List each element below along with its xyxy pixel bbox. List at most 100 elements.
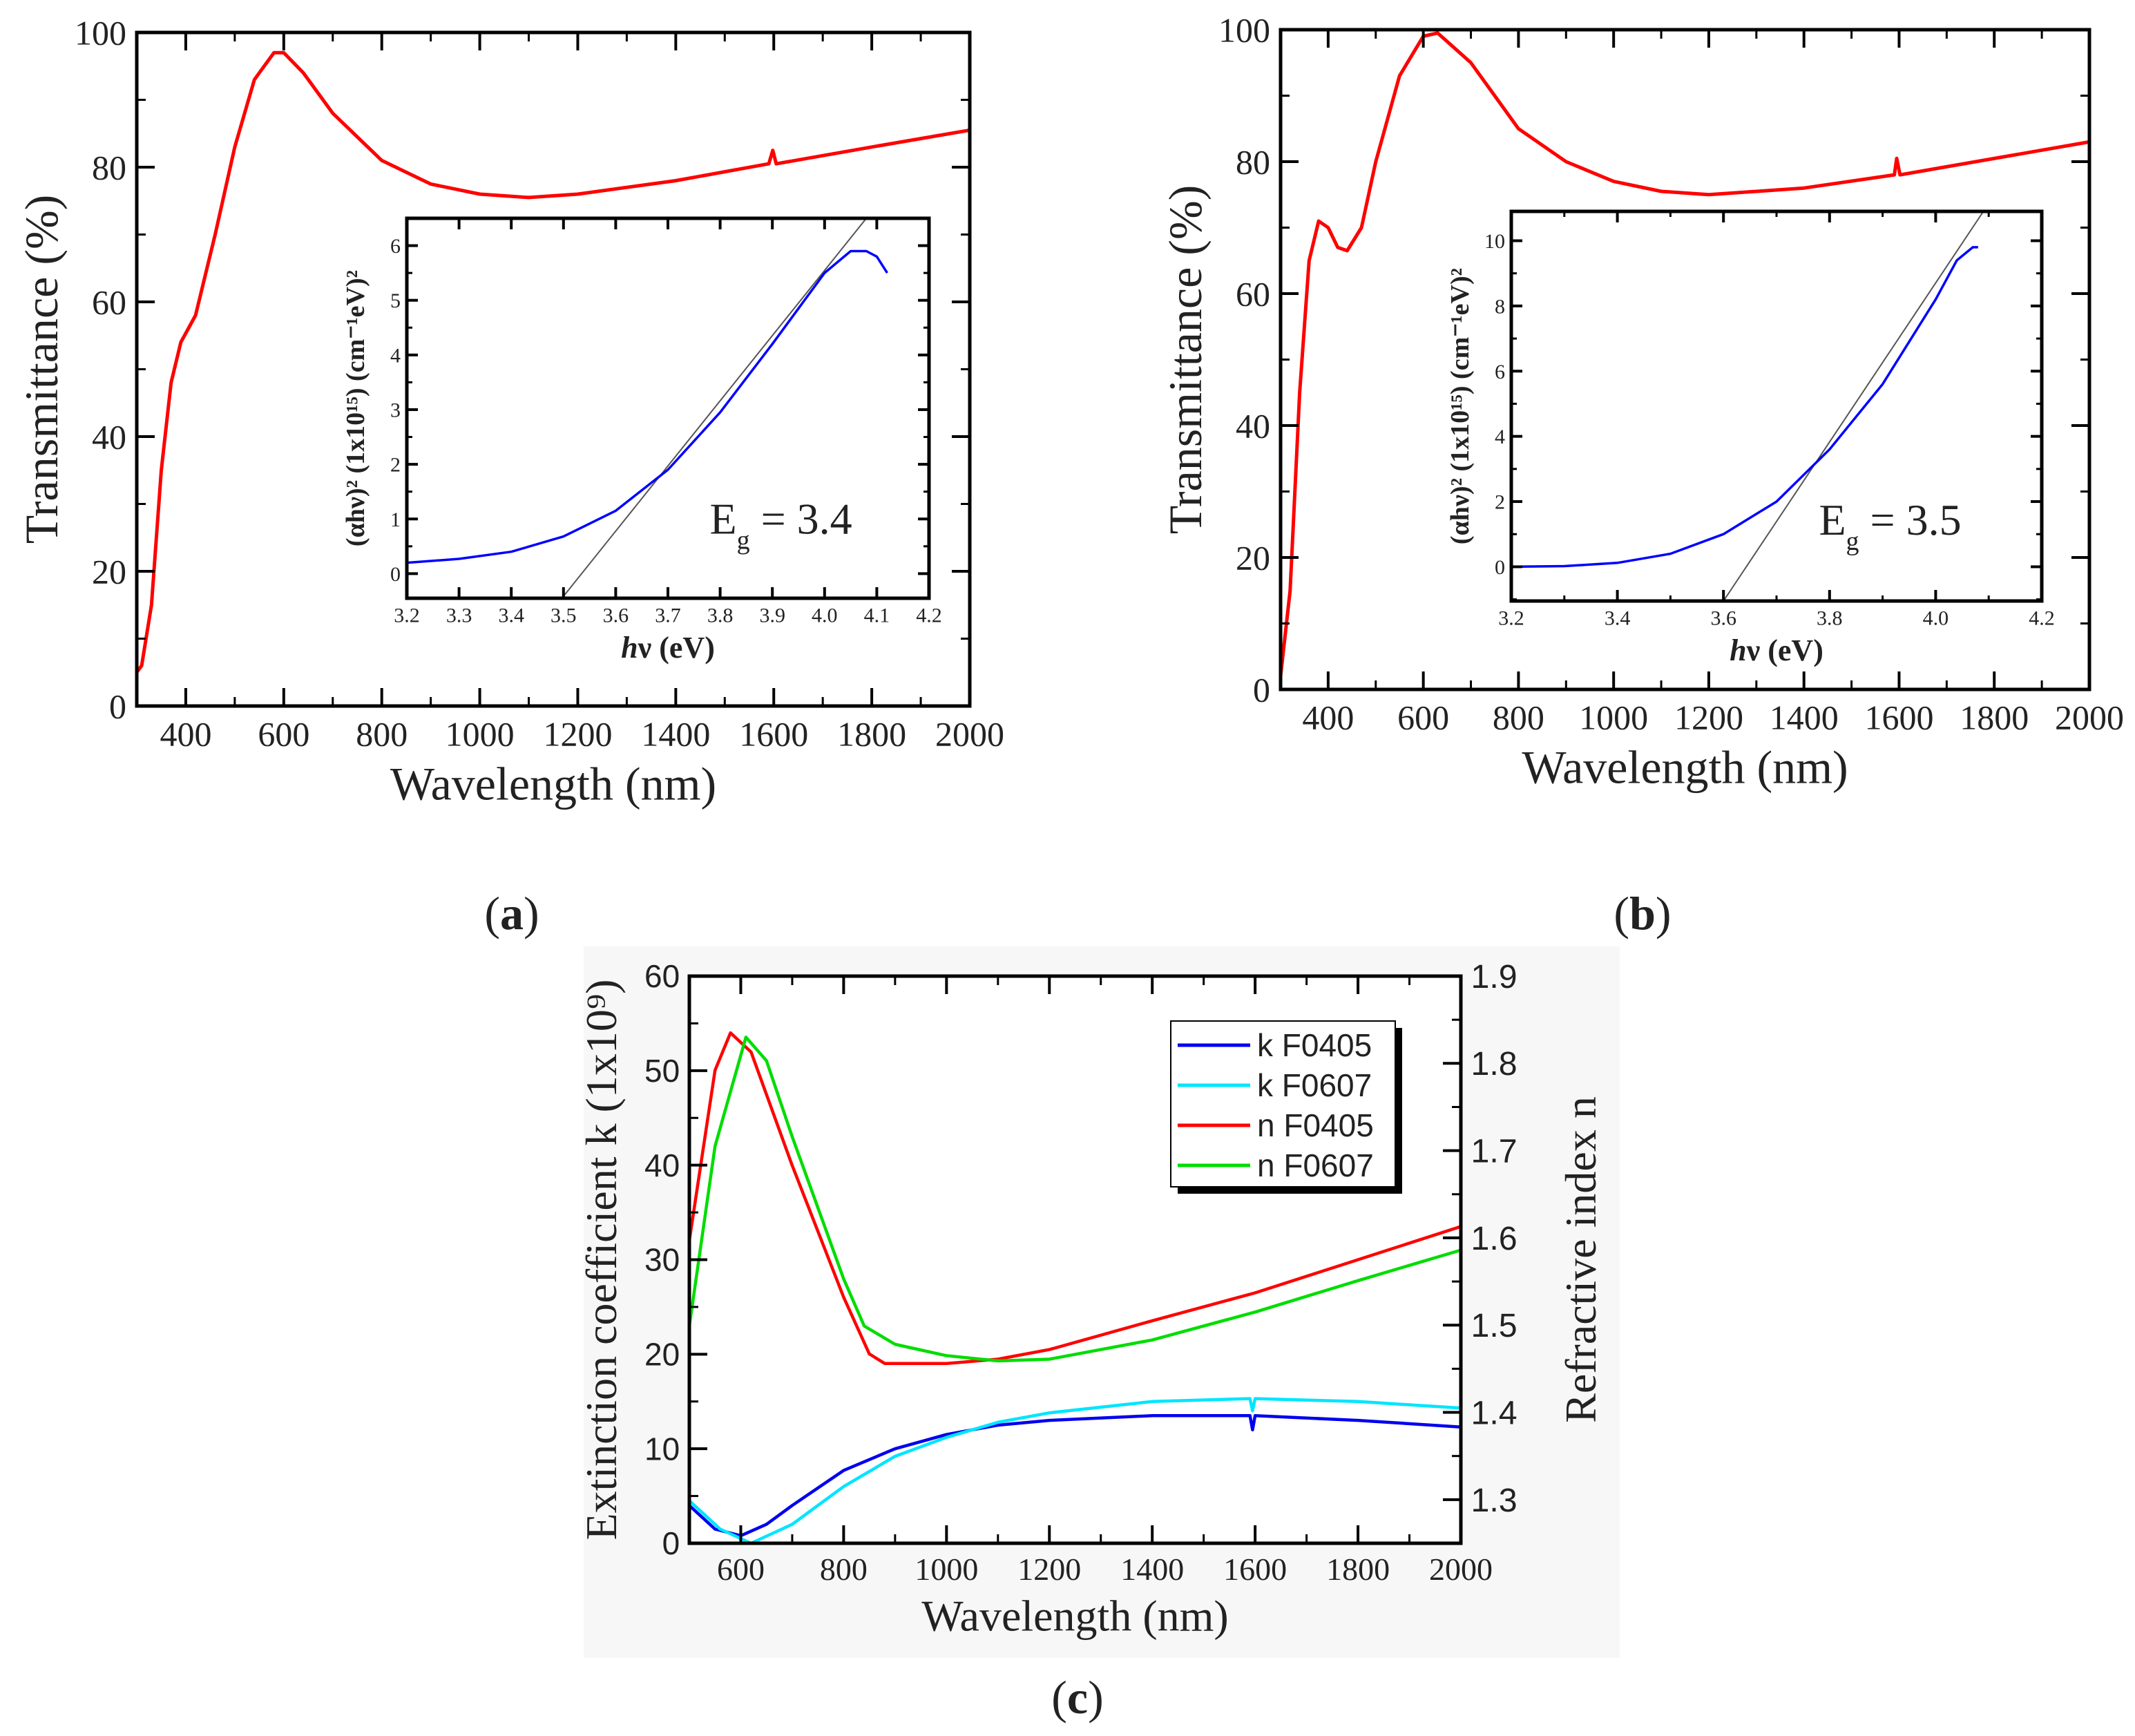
left-y-tick-label: 100 — [1218, 11, 1270, 50]
left-y-tick-label: 40 — [1236, 407, 1270, 446]
x-axis-title: Wavelength (nm) — [390, 758, 716, 810]
right-y-tick-label: 1.4 — [1471, 1394, 1517, 1431]
x-tick-label: 1000 — [446, 715, 515, 754]
left-y-tick-label: 30 — [644, 1242, 680, 1278]
left-y-tick-label: 0 — [1495, 556, 1505, 579]
left-y-tick-label: 60 — [92, 283, 126, 322]
right-y-tick-label: 1.7 — [1471, 1133, 1517, 1170]
left-y-tick-label: 1 — [390, 508, 401, 531]
x-tick-label: 2000 — [1429, 1552, 1493, 1587]
x-tick-label: 3.4 — [498, 604, 524, 627]
x-tick-label: 1000 — [915, 1552, 978, 1587]
x-tick-label: 4.1 — [864, 604, 890, 627]
left-y-tick-label: 10 — [1484, 230, 1505, 253]
inset-x-title-rest: ν (eV) — [638, 631, 715, 665]
legend-label: n F0607 — [1257, 1147, 1374, 1183]
left-y-tick-label: 5 — [390, 289, 401, 312]
left-y-tick-label: 100 — [75, 14, 126, 53]
x-tick-label: 3.8 — [1817, 607, 1843, 630]
inset-plot-area — [407, 218, 929, 598]
x-tick-label: 1400 — [1120, 1552, 1184, 1587]
x-tick-label: 3.7 — [655, 604, 681, 627]
series-line-n-f0405 — [687, 1031, 1462, 1366]
left-y-tick-label: 0 — [662, 1525, 680, 1561]
left-y-tick-label: 20 — [644, 1336, 680, 1372]
inset-x-title-h: h — [1730, 633, 1746, 667]
right-y-tick-label: 1.8 — [1471, 1045, 1517, 1082]
panel-letter: a — [500, 887, 524, 939]
left-y-tick-label: 50 — [644, 1053, 680, 1089]
x-tick-label: 600 — [717, 1552, 765, 1587]
left-y-tick-label: 20 — [92, 553, 126, 591]
inset-x-axis-title: hν (eV) — [1730, 633, 1823, 667]
left-y-tick-label: 60 — [1236, 275, 1270, 314]
panel-label-a: (a) — [484, 887, 539, 939]
tauc-curve — [406, 249, 888, 564]
right-y-tick-label: 1.9 — [1471, 958, 1517, 995]
x-tick-label: 1200 — [543, 715, 612, 754]
inset-chart: 3.2 3.3 3.4 3.5 3.6 3.7 3.8 3.9 4.0 4.1 4.2 0 1 2 3 4 5 6… — [341, 216, 942, 665]
x-axis-title: Wavelength (nm) — [1522, 741, 1848, 794]
x-axis-title: Wavelength (nm) — [921, 1592, 1228, 1641]
inset-plot-area — [1511, 211, 2042, 601]
series-line-n-f0607 — [687, 1036, 1462, 1363]
left-y-tick-label: 6 — [390, 235, 401, 258]
left-y-tick-label: 0 — [390, 563, 401, 586]
left-y-tick-label: 40 — [644, 1147, 680, 1183]
x-tick-label: 3.4 — [1605, 607, 1631, 630]
legend-box — [1170, 1020, 1396, 1187]
chart-panel-a: 400 600 800 1000 1200 1400 1600 1800 20000204060… — [15, 14, 1004, 940]
x-tick-label: 1600 — [1864, 698, 1933, 737]
right-y-axis-title: Refractive index n — [1556, 1096, 1605, 1423]
series-line-k-f0607 — [688, 1397, 1462, 1545]
left-y-tick-label: 4 — [1495, 426, 1505, 448]
x-tick-label: 3.9 — [759, 604, 785, 627]
band-gap-subscript: g — [737, 526, 750, 555]
x-tick-label: 600 — [258, 715, 309, 754]
x-tick-label: 1200 — [1017, 1552, 1081, 1587]
inset-x-title-h: h — [621, 631, 638, 665]
panel-letter: b — [1629, 887, 1656, 939]
panel-label-c: (c) — [1051, 1671, 1104, 1724]
x-tick-label: 1400 — [1770, 698, 1839, 737]
left-y-tick-label: 3 — [390, 399, 401, 421]
x-tick-label: 1600 — [1223, 1552, 1287, 1587]
left-y-tick-label: 80 — [92, 149, 126, 187]
inset-y-axis-title: (αhν)² (1x10¹⁵) (cm⁻¹eV)² — [341, 270, 370, 546]
x-tick-label: 3.3 — [446, 604, 472, 627]
band-gap-label: Eg = 3.4 — [709, 495, 852, 555]
y-axis-title: Transmittance (%) — [1159, 185, 1212, 534]
x-tick-label: 800 — [1493, 698, 1544, 737]
inset-x-axis-title: hν (eV) — [621, 631, 715, 665]
tauc-fit-line — [1723, 211, 1984, 602]
band-gap-label: Eg = 3.5 — [1819, 495, 1961, 556]
x-tick-label: 3.6 — [1710, 607, 1736, 630]
left-y-tick-label: 10 — [644, 1431, 680, 1467]
tauc-fit-line — [561, 218, 868, 599]
panel-label-b: (b) — [1614, 887, 1671, 939]
x-tick-label: 1400 — [641, 715, 710, 754]
x-tick-label: 3.2 — [394, 604, 420, 627]
left-y-tick-label: 40 — [92, 418, 126, 457]
x-tick-label: 3.6 — [603, 604, 629, 627]
band-gap-symbol: E — [1819, 495, 1846, 544]
inset-y-axis-title: (αhν)² (1x10¹⁵) (cm⁻¹eV)² — [1446, 268, 1475, 544]
x-tick-label: 600 — [1397, 698, 1449, 737]
right-y-tick-label: 1.6 — [1471, 1220, 1517, 1257]
right-y-tick-label: 1.5 — [1471, 1307, 1517, 1344]
legend-label: k F0607 — [1257, 1067, 1372, 1103]
band-gap-value: = 3.4 — [750, 495, 852, 544]
chart-panel-b: 400 600 800 1000 1200 1400 1600 1800 20000204060… — [1159, 11, 2124, 940]
y-axis-title: Extinction coefficient k (1x10⁹) — [577, 980, 626, 1541]
left-y-tick-label: 6 — [1495, 361, 1505, 383]
legend: k F0405 k F0607 n F0405 n F0607 — [1170, 1020, 1402, 1194]
inset-chart: 3.2 3.4 3.6 3.8 4.0 4.2 0 2 4 6 8 10 hν (eV) (αhν)² (… — [1446, 209, 2055, 667]
left-y-tick-label: 60 — [644, 958, 680, 994]
x-tick-label: 3.5 — [550, 604, 577, 627]
left-y-tick-label: 2 — [1495, 491, 1505, 514]
x-tick-label: 1800 — [1960, 698, 2029, 737]
x-tick-label: 800 — [820, 1552, 868, 1587]
band-gap-value: = 3.5 — [1859, 495, 1962, 544]
